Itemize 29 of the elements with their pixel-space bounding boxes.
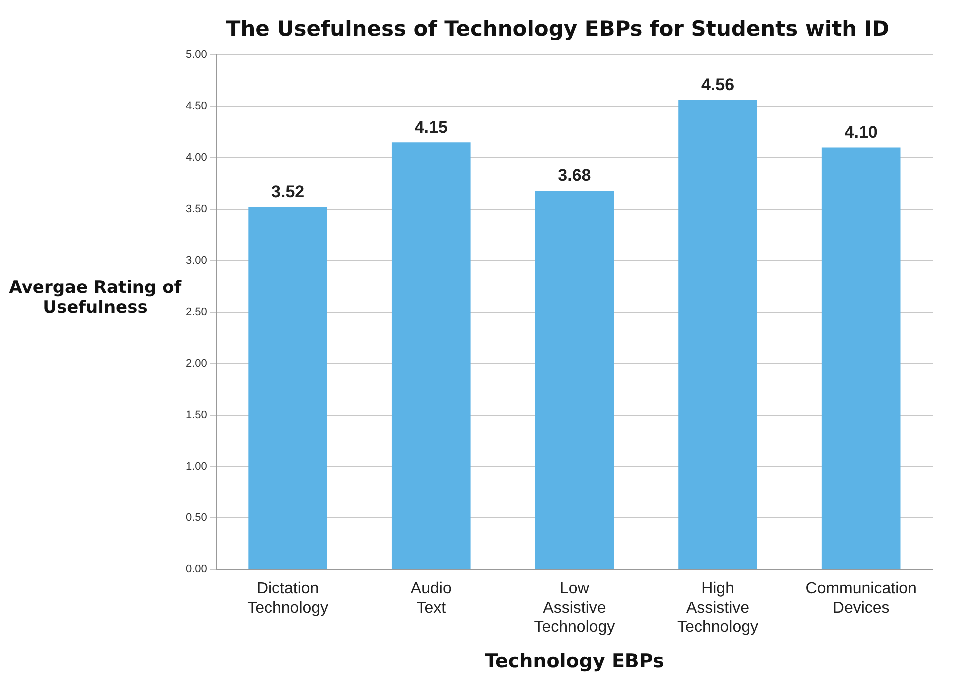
y-tick-label: 3.50 (186, 204, 208, 216)
x-tick-label: Audio Text (410, 580, 452, 617)
data-label: 3.52 (272, 182, 305, 202)
y-tick-label: 4.50 (186, 100, 208, 113)
y-tick-label: 1.50 (186, 409, 208, 422)
data-label: 3.68 (558, 166, 592, 186)
y-tick-label: 1.00 (186, 460, 208, 473)
data-label: 4.10 (844, 122, 878, 142)
y-tick-label: 2.50 (186, 306, 208, 318)
x-tick-label: Low Assistive Technology (534, 580, 616, 636)
x-tick-label: Communication Devices (806, 580, 917, 617)
data-label: 4.56 (701, 76, 735, 95)
x-tick-label: Dictation Technology (248, 580, 329, 617)
y-tick-label: 2.00 (186, 358, 208, 370)
x-tick-label: High Assistive Technology (678, 580, 758, 636)
y-tick-label: 0.00 (186, 564, 208, 576)
data-label: 4.15 (414, 118, 448, 137)
bar (392, 142, 471, 570)
bar (822, 148, 901, 570)
bar (678, 100, 758, 570)
x-axis-title: Technology EBPs (485, 650, 664, 673)
bar (535, 191, 614, 570)
bar (248, 207, 328, 570)
chart-title: The Usefulness of Technology EBPs for Students with ID (226, 17, 890, 42)
y-axis-title: Avergae Rating of Usefulness (8, 278, 183, 320)
y-tick-label: 3.00 (186, 254, 208, 267)
y-tick-label: 5.00 (186, 49, 208, 62)
y-tick-label: 4.00 (186, 152, 208, 164)
y-tick-label: 0.50 (186, 512, 208, 524)
